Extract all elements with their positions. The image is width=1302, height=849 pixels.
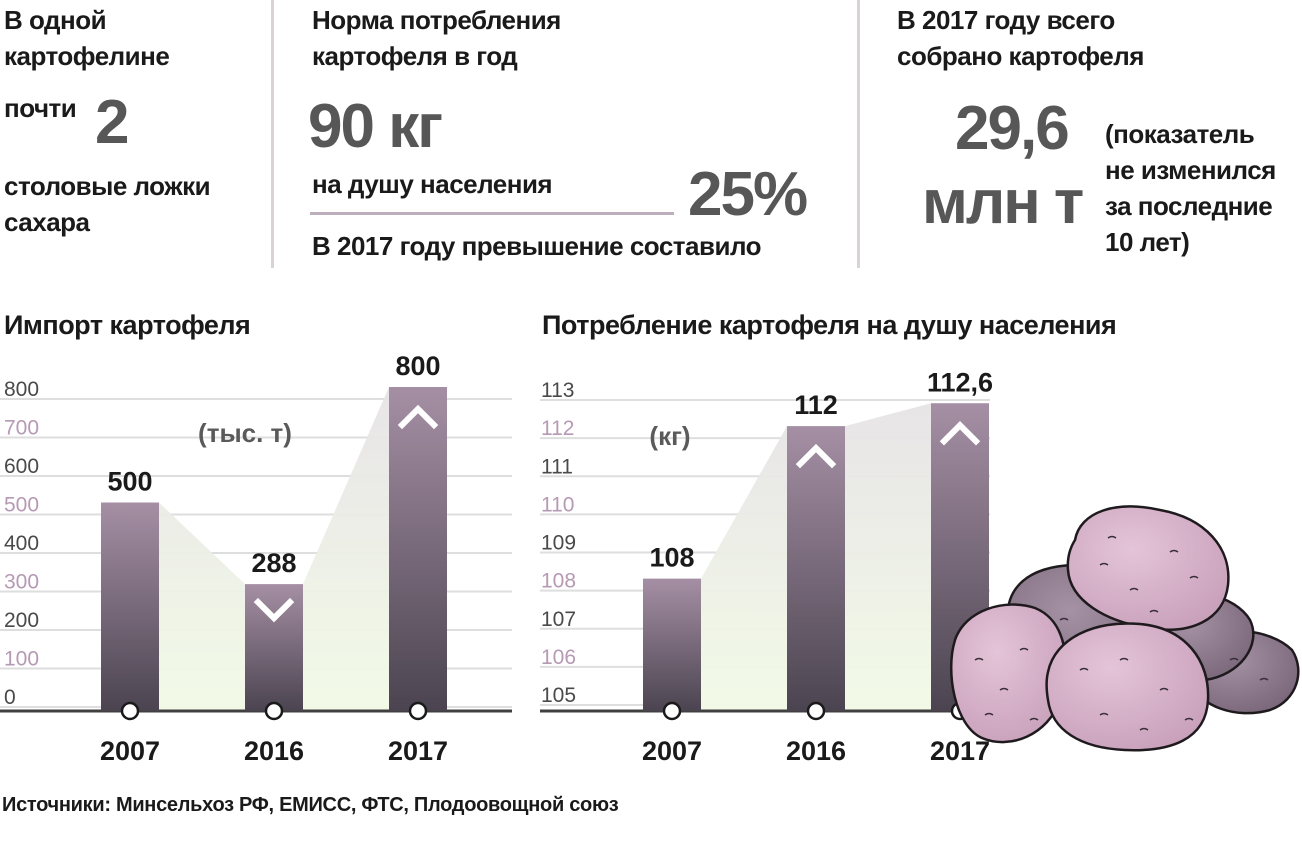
- y-tick-label: 106: [541, 646, 576, 669]
- x-tick-label: 2007: [100, 736, 160, 766]
- x-tick-label: 2016: [244, 736, 304, 766]
- fact-norm-title1: Норма потребления: [312, 5, 561, 35]
- axis-marker: [662, 701, 682, 721]
- axis-marker: [806, 701, 826, 721]
- y-tick-label: 109: [541, 532, 576, 555]
- fact-harvest-note2: не изменился: [1105, 155, 1276, 185]
- unit-label: (тыс. т): [198, 418, 292, 448]
- axis-marker: [264, 701, 284, 721]
- fact-sugar: В одной картофелине: [4, 2, 170, 74]
- y-tick-label: 300: [4, 571, 39, 594]
- fact-sugar-line1: В одной: [4, 5, 107, 35]
- x-tick-label: 2017: [930, 736, 990, 766]
- y-tick-label: 100: [4, 648, 39, 671]
- fact-norm-rule: [310, 212, 674, 215]
- fact-harvest-title1: В 2017 году всего: [897, 5, 1115, 35]
- fact-sugar-bottom: столовые ложки сахара: [4, 168, 211, 240]
- fact-harvest-title: В 2017 году всего собрано картофеля: [897, 2, 1144, 74]
- trend-down-icon: [253, 597, 295, 623]
- y-tick-label: 113: [541, 379, 574, 402]
- fact-harvest-title2: собрано картофеля: [897, 41, 1144, 71]
- potato-eyes: [974, 535, 1269, 731]
- y-tick-label: 105: [541, 684, 576, 707]
- x-tick-label: 2016: [786, 736, 846, 766]
- bar-2007: [643, 578, 701, 711]
- fact-harvest-note4: 10 лет): [1105, 227, 1190, 257]
- axis-marker: [120, 701, 140, 721]
- trend-up-icon: [795, 443, 837, 469]
- bar-2007: [101, 502, 159, 711]
- consumption-chart-title: Потребление картофеля на душу населения: [542, 310, 1117, 340]
- y-tick-label: 110: [541, 493, 574, 516]
- fact-harvest-note3: за последние: [1105, 191, 1273, 221]
- fact-norm-title: Норма потребления картофеля в год: [312, 2, 561, 74]
- y-tick-label: 400: [4, 532, 39, 555]
- fact-sugar-value: 2: [95, 88, 130, 157]
- y-tick-label: 200: [4, 609, 39, 632]
- x-tick-label: 2017: [388, 736, 448, 766]
- fact-norm-excess-label: В 2017 году превышение составило: [312, 231, 762, 261]
- fact-norm-excess-value: 25%: [688, 160, 808, 229]
- import-chart: 0 100 200 300 400 500 600 700 800 (тыс. т) 500 2007…: [0, 351, 512, 766]
- fact-sugar-prefix: почти: [4, 93, 77, 123]
- unit-label: (кг): [649, 421, 690, 451]
- value-label: 500: [107, 467, 152, 497]
- divider-2: [857, 0, 860, 268]
- y-tick-label: 600: [4, 455, 39, 478]
- consumption-chart: 105 106 107 108 109 110 111 112 113 (кг) 108 2007 11…: [540, 367, 993, 766]
- potato-front-center: [1045, 622, 1210, 752]
- y-tick-label: 700: [4, 417, 39, 440]
- y-tick-label: 0: [4, 686, 16, 709]
- y-tick-label: 800: [4, 378, 39, 401]
- source-note: Источники: Минсельхоз РФ, ЕМИСС, ФТС, Пл…: [2, 794, 619, 816]
- divider-1: [271, 0, 274, 268]
- import-chart-title: Импорт картофеля: [4, 310, 251, 340]
- fact-harvest-note1: (показатель: [1105, 119, 1255, 149]
- x-tick-label: 2007: [642, 736, 702, 766]
- trend-up-icon: [939, 421, 981, 446]
- potatoes-illustration: [949, 505, 1300, 752]
- fact-norm-value: 90 кг: [308, 92, 443, 161]
- bar-2016: [787, 426, 845, 711]
- bar-2017: [389, 387, 447, 711]
- fact-harvest-value2: млн т: [922, 168, 1084, 237]
- value-label: 112,6: [927, 367, 993, 397]
- trend-area: [101, 387, 447, 711]
- y-tick-label: 108: [541, 570, 576, 593]
- fact-sugar-line4: сахара: [4, 207, 90, 237]
- fact-harvest-value1: 29,6: [955, 94, 1070, 163]
- fact-norm-title2: картофеля в год: [312, 41, 518, 71]
- y-tick-label: 107: [541, 608, 576, 631]
- axis-marker: [408, 701, 428, 721]
- fact-sugar-line3: столовые ложки: [4, 171, 211, 201]
- fact-harvest-note: (показатель не изменился за последние 10…: [1105, 116, 1276, 260]
- value-label: 800: [395, 351, 440, 381]
- fact-norm-unit: на душу населения: [312, 169, 553, 199]
- value-label: 112: [794, 390, 838, 420]
- fact-sugar-line2: картофелине: [4, 41, 170, 71]
- trend-up-icon: [397, 404, 439, 430]
- value-label: 288: [251, 548, 296, 578]
- value-label: 108: [649, 543, 694, 573]
- y-tick-label: 500: [4, 494, 39, 517]
- y-tick-label: 111: [541, 455, 573, 478]
- bar-2016: [245, 584, 303, 711]
- y-tick-label: 112: [541, 417, 574, 440]
